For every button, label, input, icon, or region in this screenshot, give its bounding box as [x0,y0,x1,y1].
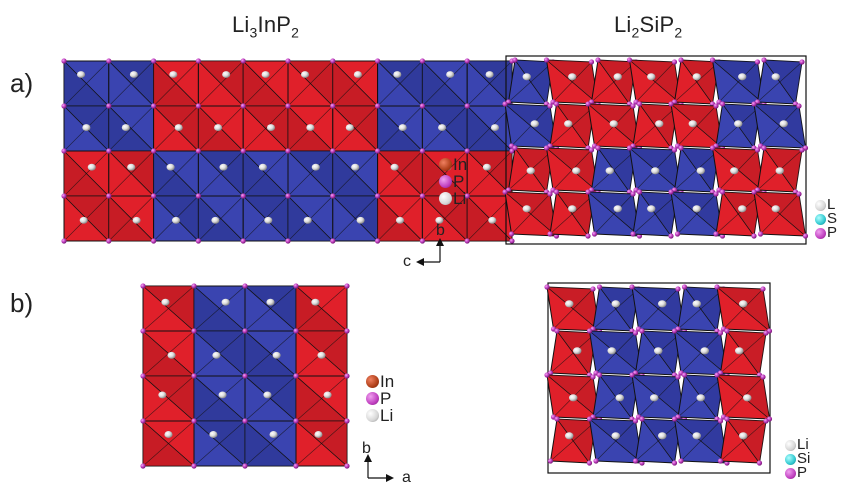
axis-b-vertical-label: b [362,440,371,457]
legend-label: P [380,389,392,408]
legend-label: In [453,155,468,174]
structure-a-li3inp2 [61,58,515,244]
legend-label: Li [453,189,467,208]
legend-b-right: Li Si P [785,436,811,481]
legend-label: P [453,172,465,191]
panel-label-b: b) [10,288,34,318]
structure-b-li3inp2 [140,283,350,469]
indium-ball-icon [366,375,379,388]
legend-label: L [827,196,836,213]
legend-label: P [827,224,838,241]
silicon-ball-icon [785,453,796,465]
panel-label-a: a) [10,68,34,98]
legend-a-right: L S P [815,196,838,241]
legend-a-left: In P Li [439,156,467,207]
legend-label: Si [797,450,811,467]
title-li2sip2: Li2SiP2 [614,12,683,41]
axis-a-vertical-label: b [436,222,445,239]
phosphorus-ball-icon [815,227,826,239]
structure-a-li2sip2 [502,55,809,245]
title-li3inp2: Li3InP2 [232,12,300,41]
axis-b-horizontal-label: a [402,469,411,486]
lithium-ball-icon [366,409,379,422]
legend-label: In [380,372,395,391]
legend-label: P [797,464,808,481]
lithium-ball-icon [815,199,826,211]
phosphorus-ball-icon [439,175,452,188]
legend-label: Li [797,436,809,453]
axis-arrows [364,238,444,482]
phosphorus-ball-icon [366,392,379,405]
legend-b-left: In P Li [366,373,394,424]
axis-a-horizontal-label: c [403,253,411,270]
legend-label: S [827,210,838,227]
silicon-ball-icon [815,213,826,225]
phosphorus-ball-icon [785,467,796,479]
lithium-ball-icon [439,192,452,205]
structure-b-li2sip2 [544,282,773,474]
lithium-ball-icon [785,439,796,451]
indium-ball-icon [439,158,452,171]
legend-label: Li [380,406,394,425]
